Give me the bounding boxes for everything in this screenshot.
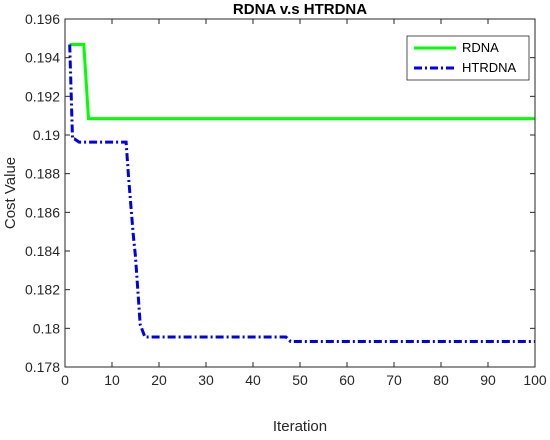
y-tick-label: 0.182 (25, 282, 60, 298)
x-tick-label: 20 (151, 372, 167, 388)
x-tick-label: 100 (523, 372, 547, 388)
y-tick-label: 0.196 (25, 11, 60, 27)
y-tick-label: 0.178 (25, 359, 60, 375)
x-tick-label: 30 (198, 372, 214, 388)
series-layer (68, 43, 535, 343)
series-line-rdna (69, 43, 535, 121)
ticks-layer: 0 10 20 30 40 50 60 70 80 90 100 0.178 0.18 0.182 0.18… (25, 11, 547, 388)
x-tick-label: 50 (292, 372, 308, 388)
y-tick-label: 0.194 (25, 50, 60, 66)
legend-label-rdna: RDNA (462, 40, 499, 55)
chart-title: RDNA v.s HTRDNA (233, 1, 367, 18)
legend: RDNA HTRDNA (406, 35, 530, 81)
x-tick-label: 90 (480, 372, 496, 388)
y-tick-label: 0.188 (25, 166, 60, 182)
y-tick-label: 0.186 (25, 204, 60, 220)
series-line-htrdna (68, 44, 535, 343)
x-tick-label: 10 (104, 372, 120, 388)
x-tick-label: 40 (245, 372, 261, 388)
x-tick-label: 80 (433, 372, 449, 388)
x-tick-label: 70 (386, 372, 402, 388)
y-tick-label: 0.19 (33, 127, 60, 143)
y-axis-label: Cost Value (2, 157, 19, 229)
y-tick-label: 0.192 (25, 88, 60, 104)
x-axis-label: Iteration (273, 418, 327, 435)
y-tick-label: 0.184 (25, 243, 60, 259)
y-tick-label: 0.18 (33, 320, 60, 336)
x-tick-label: 60 (339, 372, 355, 388)
legend-label-htrdna: HTRDNA (462, 60, 516, 75)
x-tick-label: 0 (61, 372, 69, 388)
legend-box (406, 35, 530, 81)
